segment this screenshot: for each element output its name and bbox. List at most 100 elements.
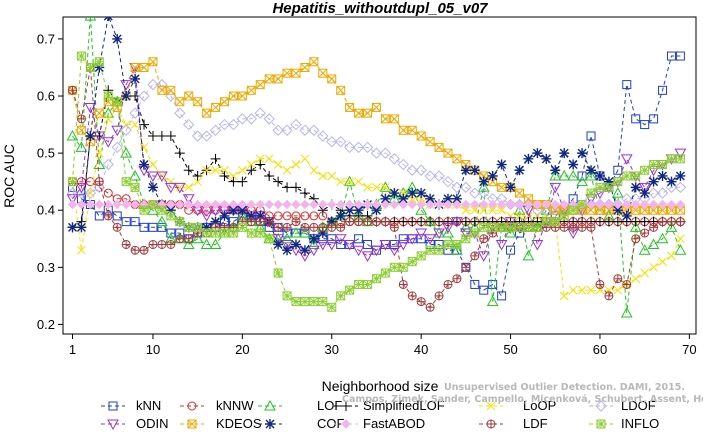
data-point-odin [620,154,633,165]
data-point-loop [193,177,203,187]
data-point-ldof [326,135,338,148]
data-point-simplifiedlof [630,216,641,227]
data-point-ldof [317,130,329,142]
data-point-cof [299,245,310,256]
data-point-ldof [388,153,401,165]
data-point-cof [308,233,319,244]
data-point-fastabod [335,199,346,210]
data-point-inflo [336,291,346,301]
data-point-cof [612,205,623,216]
data-point-inflo [175,217,185,227]
data-point-kdeos [228,91,238,101]
y-tick-label: 0.2 [37,317,55,332]
data-point-fastabod [648,199,659,210]
data-point-fastabod [461,199,471,210]
watermark-line-2: Campos, Zimek, Sander, Campello, Micenko… [342,394,703,405]
data-point-simplifiedlof [434,216,445,227]
data-point-inflo [604,182,614,192]
data-point-inflo [631,171,641,181]
legend-marker-inflo [596,419,606,429]
data-point-fastabod [666,199,677,210]
data-point-ldf [291,217,301,227]
data-point-knnw [282,211,292,221]
data-point-simplifiedlof [407,216,418,227]
data-point-cof [371,205,382,216]
series-lof [66,17,687,318]
data-point-kdeos [246,85,256,95]
data-point-lof [460,221,472,232]
data-point-knn [121,217,131,227]
data-point-fastabod [452,199,462,210]
data-point-fastabod [76,199,87,210]
data-point-fastabod [496,199,507,210]
data-point-inflo [479,222,489,232]
data-point-ldf [452,274,462,284]
data-point-ldof [504,198,517,211]
series-fastabod [67,199,686,210]
data-point-lof [281,232,293,244]
data-point-fastabod [675,199,686,210]
data-point-knn [336,239,346,249]
data-point-cof [273,239,284,250]
data-point-fastabod [327,199,337,210]
data-point-loop [148,160,158,169]
data-point-inflo [425,245,435,255]
legend-item-ldf: LDF [479,416,548,431]
data-point-kdeos [175,97,185,107]
data-point-inflo [112,97,122,107]
data-point-loop [613,285,623,295]
data-point-cof [568,159,579,170]
legend-label-kdeos: KDEOS [216,416,262,431]
data-point-knn [640,120,650,130]
watermark-line-1: Unsupervised Outlier Detection. DAMI, 20… [444,382,685,393]
data-point-cof [460,165,471,176]
data-point-inflo [103,91,113,101]
data-point-lof [102,107,115,118]
data-point-odin [406,234,419,245]
data-point-cof [335,210,346,221]
data-point-odin [477,251,490,262]
data-point-ldof [299,124,311,136]
data-point-ldf [568,222,578,232]
data-point-fastabod [228,199,239,210]
data-point-ldf [380,217,390,227]
data-point-ldf [595,279,605,289]
data-point-knnw [85,177,95,187]
data-point-lof [647,238,660,249]
data-point-lof [567,169,579,181]
legend-item-loop: LoOP [479,398,556,413]
data-point-fastabod [121,199,131,210]
data-point-fastabod [362,199,373,210]
data-point-knn [166,228,176,238]
data-point-ldf [246,217,256,227]
data-point-ldf [327,222,337,232]
data-point-ldf [479,234,489,244]
data-point-ldf [416,297,426,307]
data-point-knn [157,222,167,232]
y-tick-label: 0.4 [37,203,55,218]
data-point-inflo [76,51,86,61]
data-point-ldof [415,164,427,176]
data-point-cof [425,193,436,204]
data-point-lof [415,204,428,215]
data-point-fastabod [398,199,408,210]
data-point-cof [210,216,221,227]
data-point-fastabod [550,199,560,210]
data-point-inflo [613,177,623,187]
data-point-loop [220,165,229,175]
data-point-odin [93,131,106,143]
data-point-simplifiedlof [469,216,480,227]
data-point-inflo [640,165,650,175]
data-point-ldof [191,130,204,142]
data-point-lof [665,221,678,232]
data-point-ldof [111,141,123,154]
data-point-ldof [272,124,284,136]
data-point-inflo [193,222,203,232]
data-point-loop [577,285,587,295]
x-tick-label: 60 [593,342,607,357]
data-point-fastabod [604,199,614,210]
data-point-ldof [174,107,186,119]
data-point-loop [533,211,542,221]
data-point-fastabod [103,199,113,210]
